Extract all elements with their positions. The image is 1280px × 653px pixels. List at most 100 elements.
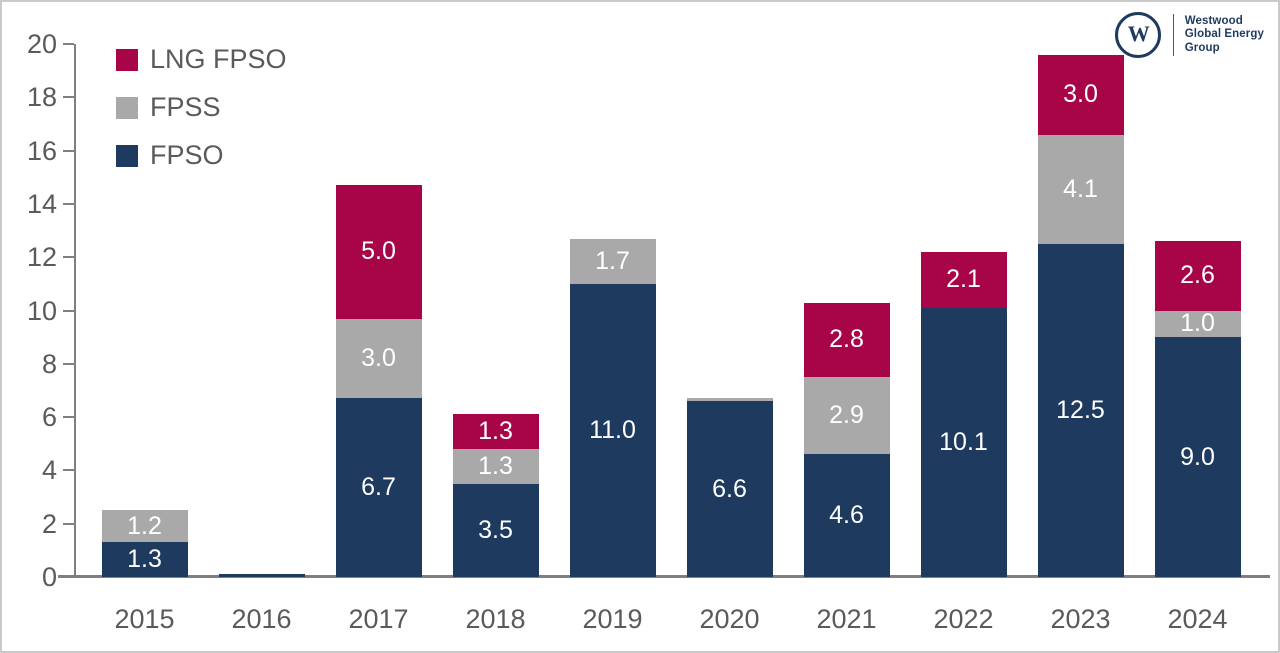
bar-value-label: 1.2 [127,511,162,540]
bar-column: 10.1 2.1 [905,44,1022,577]
bar-value-label: 2.9 [829,401,864,430]
stacked-bar: 6.7 3.0 5.0 [335,44,422,577]
bar-column: 12.5 4.1 3.0 [1022,44,1139,577]
x-tick-label: 2021 [816,604,877,634]
logo-circle-icon: W [1114,12,1161,58]
y-tick-label: 0 [41,562,57,592]
bar-value-label: 12.5 [1056,395,1105,424]
bar-value-label: 3.0 [361,343,396,372]
bar-segment-fpso [218,574,305,577]
stacked-bar: 10.1 2.1 [920,44,1007,577]
y-tick-mark [63,43,74,45]
y-tick-mark [63,309,74,312]
x-tick-label: 2023 [1050,604,1111,634]
y-tick-mark [63,96,74,99]
legend-label: FPSO [150,140,224,170]
bar-column [203,44,320,577]
legend-item-fpso: FPSO [116,142,287,169]
bar-value-label: 9.0 [1180,442,1215,471]
x-tick-label: 2018 [465,604,526,634]
bar-segment-fpss [686,398,773,402]
bar-value-label: 6.6 [712,474,747,503]
y-tick-label: 12 [26,242,57,273]
bar-value-label: 1.3 [478,417,513,446]
stacked-bar: 3.5 1.3 1.3 [452,44,539,577]
bar-value-label: 11.0 [589,415,636,444]
bar-column: 11.0 1.7 [554,44,671,577]
x-tick-label: 2015 [114,604,175,634]
bar-segment-fpss: 4.1 [1037,134,1124,244]
bar-value-label: 2.6 [1180,261,1215,290]
bar-value-label: 2.1 [946,265,981,294]
bar-column: 9.0 1.0 2.6 [1139,44,1256,577]
bar-segment-lng-fpso: 2.6 [1154,241,1241,311]
bar-value-label: 2.8 [829,325,864,354]
bar-segment-fpso: 1.3 [101,542,188,577]
bar-segment-fpss: 1.0 [1154,309,1241,338]
logo-brand-line: Global Energy [1184,28,1264,41]
bar-segment-lng-fpso: 5.0 [335,185,422,319]
bar-segment-fpso: 6.7 [335,398,422,577]
legend-label: LNG FPSO [150,44,287,74]
stacked-bar: 6.6 [686,44,773,577]
y-tick-label: 10 [26,295,57,326]
bar-segment-lng-fpso: 2.8 [803,302,890,378]
stacked-bar: 4.6 2.9 2.8 [803,44,890,577]
y-tick-label: 8 [41,348,57,379]
y-axis: 0 2 4 6 8 10 12 14 16 18 20 [2,29,74,592]
bar-column: 1.3 1.2 [86,44,203,577]
bar-segment-fpss: 1.7 [569,238,656,284]
x-tick-label: 2024 [1167,604,1228,634]
bar-segment-fpso: 12.5 [1037,243,1124,577]
stacked-bar: 1.3 1.2 [101,44,188,577]
logo-brand-line: Westwood [1184,14,1243,27]
stacked-bar: 9.0 1.0 2.6 [1154,44,1241,577]
bar-segment-fpss: 2.9 [803,377,890,455]
y-tick-mark [63,202,74,205]
bar-segment-lng-fpso: 3.0 [1037,54,1124,135]
y-axis-line [74,44,76,577]
y-tick-label: 20 [26,29,57,59]
x-tick-label: 2019 [582,604,643,634]
y-tick-mark [63,362,74,365]
y-tick-mark [63,522,74,525]
bar-segment-fpss: 3.0 [335,318,422,399]
stacked-bar: 12.5 4.1 3.0 [1037,44,1124,577]
bars: 1.3 1.2 6.7 3.0 5.0 3.5 1.3 1.3 11.0 1.7 6.6 4.6 2.9… [76,44,1272,577]
bar-value-label: 1.3 [478,451,513,480]
legend-label: FPSS [150,92,221,122]
bar-value-label: 3.5 [478,515,513,544]
logo-monogram: W [1127,21,1150,46]
bar-column: 6.7 3.0 5.0 [320,44,437,577]
y-tick-mark [63,256,74,259]
x-tick-label: 2017 [348,604,409,634]
y-tick-label: 18 [26,82,57,113]
bar-value-label: 4.1 [1063,174,1098,203]
y-tick-label: 2 [41,508,57,539]
y-tick-label: 4 [41,455,57,486]
bar-segment-fpso: 3.5 [452,483,539,577]
x-tick-label: 2022 [933,604,994,634]
bar-value-label: 1.7 [595,246,630,275]
x-axis-line [58,575,1270,578]
bar-segment-lng-fpso: 1.3 [452,414,539,450]
y-tick-mark [63,416,74,419]
legend-swatch-icon [116,96,138,119]
bar-segment-fpss: 1.2 [101,510,188,543]
bar-column: 4.6 2.9 2.8 [788,44,905,577]
legend-swatch-icon [116,48,138,71]
y-tick-label: 16 [26,135,57,166]
bar-segment-fpso: 11.0 [569,283,656,577]
bar-segment-fpso: 10.1 [920,307,1007,577]
y-tick-label: 6 [41,402,57,433]
legend: LNG FPSO FPSS FPSO [116,46,287,190]
y-tick-mark [63,149,74,152]
logo-brand-line: Group [1184,41,1220,54]
stacked-bar [218,44,305,577]
bar-segment-fpss: 1.3 [452,449,539,484]
brand-logo: W Westwood Global Energy Group [1114,12,1264,58]
bar-value-label: 4.6 [829,501,864,530]
bar-value-label: 1.0 [1180,309,1215,338]
bar-segment-fpso: 4.6 [803,454,890,577]
